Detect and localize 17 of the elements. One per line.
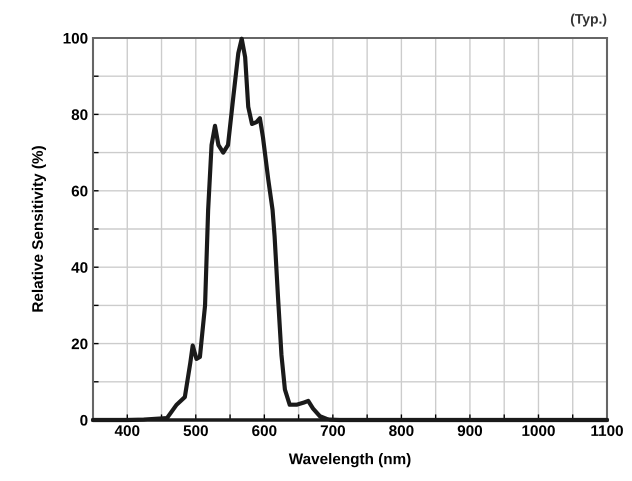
y-tick-label: 100 — [64, 32, 88, 44]
x-tick-label: 1100 — [591, 425, 623, 436]
x-tick-label: 600 — [252, 425, 276, 436]
x-tick-label: 500 — [184, 425, 208, 436]
text: (Typ.) — [570, 14, 606, 27]
x-tick-label: 400 — [114, 425, 140, 436]
y-tick-label: 40 — [71, 262, 88, 273]
x-tick-label: 1000 — [522, 425, 555, 436]
x-tick-label: 700 — [320, 425, 345, 436]
y-tick-label: 80 — [72, 109, 88, 120]
x-tick-label: 800 — [389, 425, 414, 436]
x-tick-label: 900 — [458, 425, 482, 436]
y-tick-label: 20 — [72, 338, 88, 350]
y-tick-label: 60 — [72, 186, 88, 196]
y-axis-title: Relative Sensitivity (%) — [32, 146, 46, 312]
x-axis-title: Wavelength (nm) — [288, 452, 410, 468]
y-tick-label: 0 — [80, 414, 88, 426]
